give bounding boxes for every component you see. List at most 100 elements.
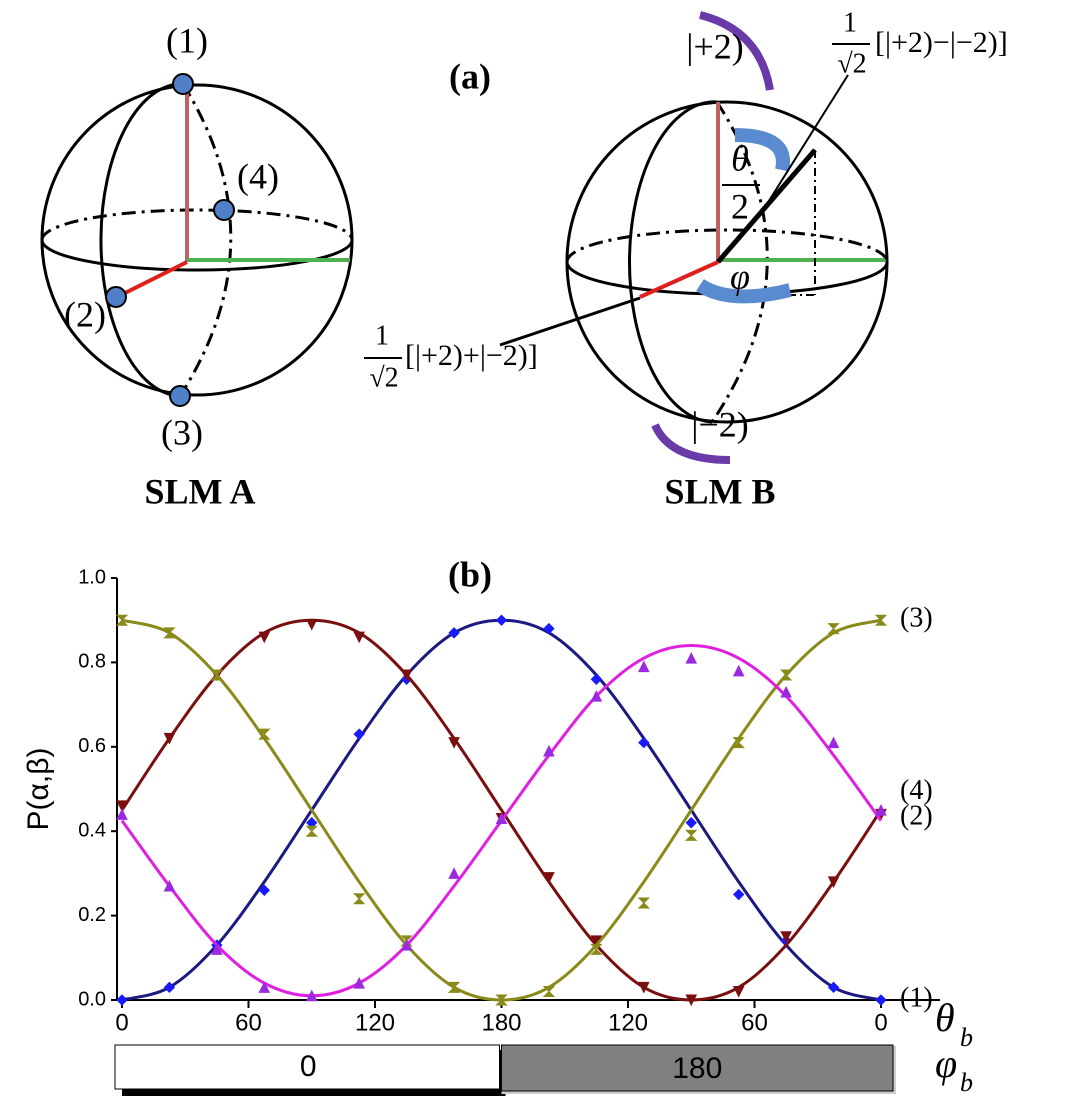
x-tick-label: 120 (608, 1009, 648, 1036)
sphere-b (565, 100, 889, 424)
data-point (305, 989, 318, 1002)
phi-segment-label: 0 (300, 1050, 317, 1083)
data-point (116, 800, 128, 812)
ket-label: |−2) (691, 404, 749, 444)
y-tick-label: 1.0 (78, 566, 106, 588)
data-point (447, 981, 461, 993)
data-point (258, 631, 271, 644)
axis-x (114, 260, 188, 300)
data-point (352, 893, 366, 905)
series-label: (4) (900, 775, 933, 806)
data-point (163, 732, 176, 745)
data-point (732, 986, 745, 998)
data-point (495, 614, 508, 626)
data-point (305, 825, 318, 837)
theta-arrow (734, 128, 790, 172)
phi-label-sub: b (960, 1068, 973, 1097)
data-point (638, 981, 650, 994)
series-label: (3) (900, 603, 933, 634)
data-point (448, 867, 460, 879)
y-axis-label: P(α,β) (22, 748, 55, 831)
ket-num: 1 (375, 320, 389, 351)
x-tick-label: 120 (355, 1009, 395, 1036)
data-point (685, 817, 697, 829)
data-point (400, 939, 413, 951)
data-point (353, 977, 365, 989)
x-tick-label: 0 (115, 1009, 128, 1036)
theta-half: 2 (731, 186, 749, 226)
series-label: (2) (900, 801, 933, 832)
chart-title: (b) (448, 554, 492, 594)
data-point (353, 728, 365, 740)
data-point (638, 736, 650, 749)
data-point (495, 994, 508, 1006)
data-point (875, 994, 887, 1006)
phi-arrow (696, 278, 792, 304)
phi-label: φ (935, 1041, 957, 1086)
data-point (211, 943, 223, 955)
y-tick-label: 0.0 (78, 988, 106, 1010)
data-point (780, 685, 792, 698)
x-tick-label: 0 (874, 1009, 887, 1036)
data-point (779, 669, 793, 681)
rotation-arrow (698, 11, 774, 91)
phi-segment (114, 1044, 500, 1090)
ket-num: 1 (843, 7, 857, 38)
data-point (590, 943, 603, 955)
phi-segment (501, 1044, 894, 1092)
data-point (258, 884, 271, 896)
theta-symbol: θ (731, 138, 749, 178)
sphere-a (40, 82, 354, 398)
series-label: (1) (900, 982, 933, 1013)
point-label: (4) (237, 156, 279, 196)
chart: 0.0 0.2 0.4 0.6 0.8 1.0 0 60 120 180 120 60 0 (b) P(α,… (22, 554, 973, 1097)
data-point (543, 872, 555, 884)
pointer (499, 296, 641, 347)
data-point (116, 808, 128, 820)
ket-body: [|+2)−|−2)] (875, 26, 1008, 59)
ket-body: [|+2)+|−2)] (405, 339, 538, 372)
y-tick-label: 0.2 (78, 904, 106, 926)
data-point (543, 744, 555, 757)
data-point (685, 652, 698, 664)
x-axis-label: θ (935, 995, 955, 1040)
data-point (827, 981, 840, 994)
data-point (353, 631, 365, 644)
rotation-arrow (651, 423, 731, 464)
panel-label: (a) (449, 56, 491, 96)
data-point (875, 803, 887, 816)
data-point (495, 812, 508, 825)
data-point (590, 690, 603, 702)
state-dots (105, 73, 235, 407)
data-point (780, 931, 792, 943)
data-point (543, 622, 555, 635)
phi-symbol: φ (730, 256, 750, 296)
x-tick-label: 60 (235, 1009, 262, 1036)
data-point (163, 879, 176, 892)
ket-den: √2 (369, 362, 398, 393)
x-tick-label: 180 (481, 1009, 521, 1036)
data-point (732, 888, 745, 901)
data-point (685, 994, 698, 1007)
sphere-title: SLM A (144, 471, 255, 511)
data-point (542, 986, 556, 998)
x-axis-label-sub: b (960, 1023, 973, 1052)
data-point (163, 981, 176, 994)
data-point (448, 627, 460, 639)
data-point (685, 829, 698, 841)
y-tick-label: 0.6 (78, 735, 106, 757)
point-label: (3) (161, 412, 203, 452)
data-point (827, 736, 840, 749)
axis-x (639, 260, 719, 299)
phi-segment-label: 180 (672, 1052, 722, 1085)
data-point (116, 994, 128, 1006)
data-point (874, 614, 888, 626)
data-point (210, 669, 224, 681)
ket-label: |+2) (686, 26, 744, 66)
pointer (759, 74, 849, 216)
data-point (732, 664, 745, 677)
fit-curve (120, 618, 883, 1002)
ket-den: √2 (837, 48, 866, 79)
sphere-title: SLM B (664, 471, 775, 511)
